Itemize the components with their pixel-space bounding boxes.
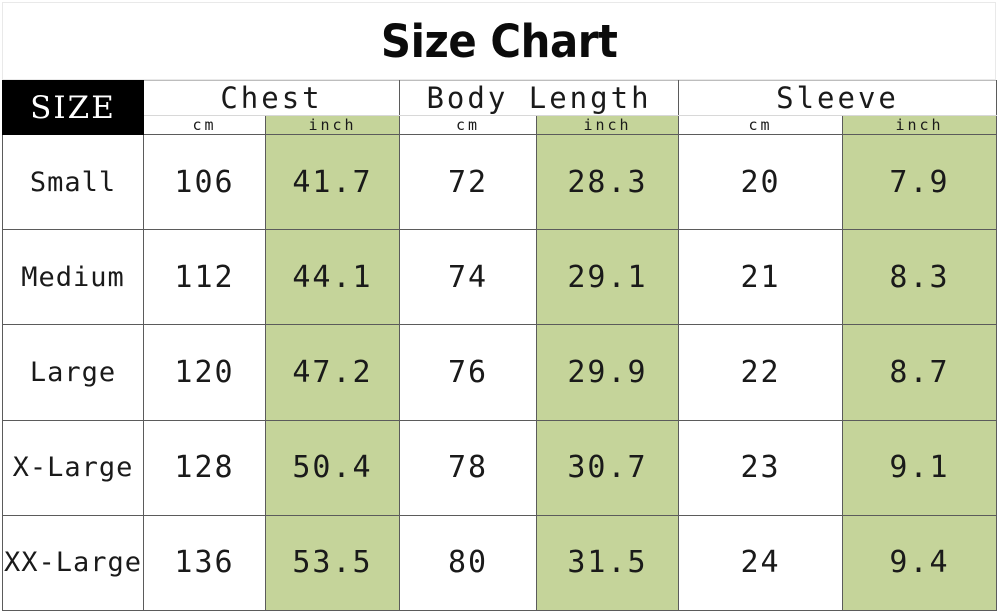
table-body: Small 106 41.7 72 28.3 20 7.9 Medium 112…: [2, 133, 998, 612]
unit-header-body-cm: cm: [399, 115, 537, 135]
cell-size-label: X-Large: [2, 419, 144, 516]
group-header-row: SIZE Chest Body Length Sleeve: [2, 80, 998, 135]
table-row: Large 120 47.2 76 29.9 22 8.7: [2, 324, 998, 421]
cell-chest-inch: 50.4: [265, 419, 400, 516]
group-header-chest: Chest: [143, 80, 400, 116]
cell-chest-cm: 112: [143, 229, 266, 326]
table-row: Small 106 41.7 72 28.3 20 7.9: [2, 133, 998, 231]
cell-body-inch: 29.1: [536, 229, 679, 326]
cell-body-inch: 31.5: [536, 514, 679, 612]
cell-chest-inch: 53.5: [265, 514, 400, 612]
cell-chest-inch: 47.2: [265, 324, 400, 421]
cell-body-inch: 28.3: [536, 133, 679, 231]
cell-body-cm: 76: [399, 324, 537, 421]
cell-chest-cm: 106: [143, 133, 266, 231]
cell-sleeve-cm: 24: [678, 514, 843, 612]
cell-sleeve-inch: 9.4: [841, 514, 998, 612]
cell-size-label: XX-Large: [2, 514, 144, 612]
unit-header-body-inch: inch: [536, 115, 679, 135]
title-band: Size Chart: [2, 2, 996, 80]
cell-body-cm: 72: [399, 133, 537, 231]
cell-size-label: Large: [2, 324, 144, 421]
size-chart-table: SIZE Chest Body Length Sleeve cm inch cm…: [2, 80, 998, 612]
cell-size-label: Medium: [2, 229, 144, 326]
cell-body-cm: 78: [399, 419, 537, 516]
group-header-body-length: Body Length: [399, 80, 679, 116]
group-header-sleeve: Sleeve: [677, 80, 998, 116]
cell-chest-cm: 128: [143, 419, 266, 516]
cell-chest-cm: 136: [143, 514, 266, 612]
table-header: SIZE Chest Body Length Sleeve cm inch cm…: [2, 80, 998, 135]
cell-body-cm: 80: [399, 514, 537, 612]
table-row: X-Large 128 50.4 78 30.7 23 9.1: [2, 419, 998, 516]
cell-chest-cm: 120: [143, 324, 266, 421]
cell-sleeve-cm: 20: [678, 133, 843, 231]
cell-sleeve-inch: 8.3: [841, 229, 998, 326]
unit-header-sleeve-inch: inch: [841, 115, 998, 135]
cell-sleeve-cm: 21: [678, 229, 843, 326]
unit-header-chest-cm: cm: [143, 115, 266, 135]
unit-header-row: cm inch cm inch cm inch: [3, 115, 998, 135]
cell-sleeve-cm: 23: [678, 419, 843, 516]
page-title: Size Chart: [380, 14, 618, 68]
cell-sleeve-inch: 7.9: [841, 133, 998, 231]
cell-chest-inch: 44.1: [265, 229, 400, 326]
cell-body-cm: 74: [399, 229, 537, 326]
table-row: XX-Large 136 53.5 80 31.5 24 9.4: [2, 514, 998, 612]
cell-body-inch: 30.7: [536, 419, 679, 516]
cell-sleeve-inch: 9.1: [841, 419, 998, 516]
unit-header-chest-inch: inch: [265, 115, 400, 135]
size-corner-cell: SIZE: [2, 80, 144, 135]
cell-body-inch: 29.9: [536, 324, 679, 421]
cell-chest-inch: 41.7: [265, 133, 400, 231]
unit-header-sleeve-cm: cm: [678, 115, 843, 135]
cell-sleeve-cm: 22: [678, 324, 843, 421]
cell-sleeve-inch: 8.7: [841, 324, 998, 421]
table-row: Medium 112 44.1 74 29.1 21 8.3: [2, 229, 998, 326]
cell-size-label: Small: [2, 133, 144, 231]
